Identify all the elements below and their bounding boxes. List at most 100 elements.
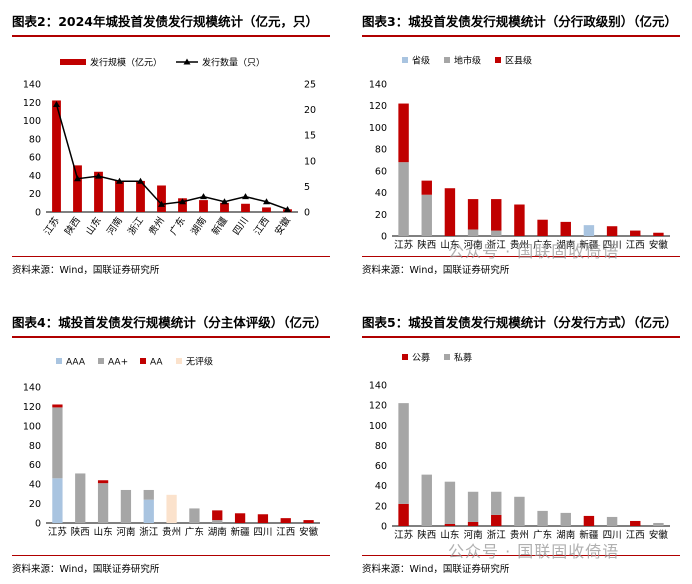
- y-tick-label: 80: [29, 134, 41, 145]
- x-tick-label: 江西: [276, 527, 295, 538]
- legend-label: AA: [150, 358, 163, 368]
- line-point: [263, 198, 270, 205]
- y-tick-label: 80: [375, 441, 387, 452]
- bar-segment: [97, 483, 109, 523]
- y-tick-label: 80: [29, 441, 41, 452]
- legend-label: 私募: [454, 352, 472, 364]
- legend-label: 无评级: [186, 356, 213, 368]
- bar-segment: [75, 473, 86, 523]
- x-tick-label: 陕西: [62, 215, 83, 237]
- y-tick-label: 120: [369, 401, 387, 412]
- bar-segment: [97, 480, 109, 484]
- x-tick-label: 安徽: [649, 529, 669, 541]
- y-tick-label: 100: [23, 116, 41, 127]
- y-tick-label: 60: [29, 460, 41, 471]
- y-tick-label: 20: [29, 499, 41, 510]
- bar-segment: [491, 199, 502, 231]
- bar-segment: [560, 221, 571, 236]
- bar-segment: [120, 489, 132, 523]
- bar-segment: [234, 513, 246, 523]
- y-tick-label: 100: [369, 123, 387, 134]
- y-tick-label: 80: [375, 145, 387, 156]
- source-note: 资料来源：Wind，国联证券研究所: [12, 265, 160, 276]
- y-tick-label: 0: [35, 208, 41, 219]
- source-rule: [362, 256, 680, 257]
- bar: [136, 180, 145, 212]
- bar-segment: [467, 521, 479, 526]
- bar: [220, 202, 229, 212]
- bar-segment: [653, 522, 664, 526]
- x-tick-label: 河南: [104, 215, 125, 237]
- y2-tick-label: 10: [304, 156, 316, 167]
- title-rule: [12, 35, 330, 37]
- y2-tick-label: 5: [304, 182, 310, 193]
- legend-swatch: [56, 358, 62, 364]
- x-tick-label: 四川: [603, 240, 622, 251]
- y-tick-label: 60: [29, 153, 41, 164]
- x-tick-label: 江苏: [394, 239, 414, 251]
- bar-segment: [514, 204, 525, 236]
- x-tick-label: 安徽: [649, 239, 669, 251]
- chart-panel-5: 图表5：城投首发债发行规模统计（分发行方式）（亿元） 0 20 40 60 80 100 1…: [362, 311, 680, 581]
- legend-label: 发行规模（亿元）: [90, 57, 162, 69]
- bar-segment: [189, 508, 200, 523]
- chart-panel-4: 图表4：城投首发债发行规模统计（分主体评级）（亿元） 0 20 40 60 80 100 1…: [12, 311, 330, 581]
- chart-title: 图表4：城投首发债发行规模统计（分主体评级）（亿元）: [12, 315, 327, 330]
- chart-2: 发行规模（亿元） 发行数量（只） 0 20 40 60 80 100 120 140 0 5 10 15 2…: [23, 57, 316, 238]
- bar: [178, 198, 187, 212]
- bar-segment: [606, 226, 618, 236]
- chart-3: 0 20 40 60 80 100 120 140 江苏 陕西 山东 河南 浙江 贵州 广东 湖南 新疆 四川 江西…: [369, 55, 670, 251]
- y-tick-label: 100: [23, 421, 41, 432]
- chart-5: 0 20 40 60 80 100 120 140 江苏 陕西 山东 河南 浙江 贵州 广东 湖南 新疆 四川 江西…: [369, 352, 670, 541]
- bar-segment: [398, 162, 409, 236]
- legend-swatch: [176, 358, 182, 364]
- chart-4: 0 20 40 60 80 100 120 140 江苏 陕西 山东 河南 浙江 贵州 广东 湖南 新疆 四川 江西…: [23, 356, 320, 538]
- x-tick-label: 湖南: [188, 215, 209, 237]
- bar-segment: [398, 103, 409, 163]
- x-tick-label: 陕西: [71, 526, 90, 538]
- source-note: 资料来源：Wind，国联证券研究所: [12, 564, 160, 575]
- bar-segment: [166, 494, 177, 523]
- x-tick-label: 新疆: [231, 526, 251, 538]
- bar-segment: [421, 194, 432, 236]
- source-rule: [12, 256, 330, 257]
- x-tick-label: 贵州: [162, 526, 181, 538]
- source-rule: [12, 555, 330, 556]
- source-note: 资料来源：Wind，国联证券研究所: [362, 564, 510, 575]
- y-tick-label: 120: [369, 101, 387, 112]
- y2-tick-label: 15: [304, 131, 316, 142]
- legend-label: 公募: [412, 352, 430, 364]
- x-tick-label: 新疆: [209, 214, 230, 237]
- bar-segment: [303, 520, 314, 523]
- x-tick-label: 湖南: [556, 529, 575, 541]
- bar: [52, 100, 61, 212]
- y-tick-label: 120: [23, 402, 41, 413]
- bar-segment: [537, 510, 548, 526]
- x-tick-label: 四川: [253, 527, 272, 538]
- line-point: [95, 172, 102, 179]
- y2-tick-label: 0: [304, 208, 310, 219]
- x-tick-label: 广东: [167, 215, 188, 237]
- bar-segment: [280, 518, 291, 523]
- legend-swatch: [140, 358, 146, 364]
- bar-segment: [467, 491, 479, 522]
- y-tick-label: 100: [369, 421, 387, 432]
- y2-tick-label: 25: [304, 80, 316, 91]
- x-tick-label: 浙江: [125, 214, 146, 237]
- y-tick-label: 20: [29, 189, 41, 200]
- legend-swatch: [495, 57, 501, 63]
- title-rule: [12, 336, 330, 338]
- x-tick-label: 新疆: [579, 529, 599, 541]
- y-tick-label: 20: [375, 210, 387, 221]
- bar-segment: [560, 512, 571, 526]
- x-tick-label: 四川: [603, 530, 622, 541]
- bar-segment: [212, 520, 223, 523]
- legend-label: 省级: [412, 55, 430, 67]
- y-tick-label: 0: [381, 522, 387, 533]
- bar-segment: [467, 229, 479, 236]
- bar-segment: [514, 496, 525, 526]
- line-point: [74, 175, 81, 182]
- x-tick-label: 江苏: [48, 526, 68, 538]
- x-tick-label: 贵州: [510, 529, 529, 541]
- x-tick-label: 江西: [626, 530, 645, 541]
